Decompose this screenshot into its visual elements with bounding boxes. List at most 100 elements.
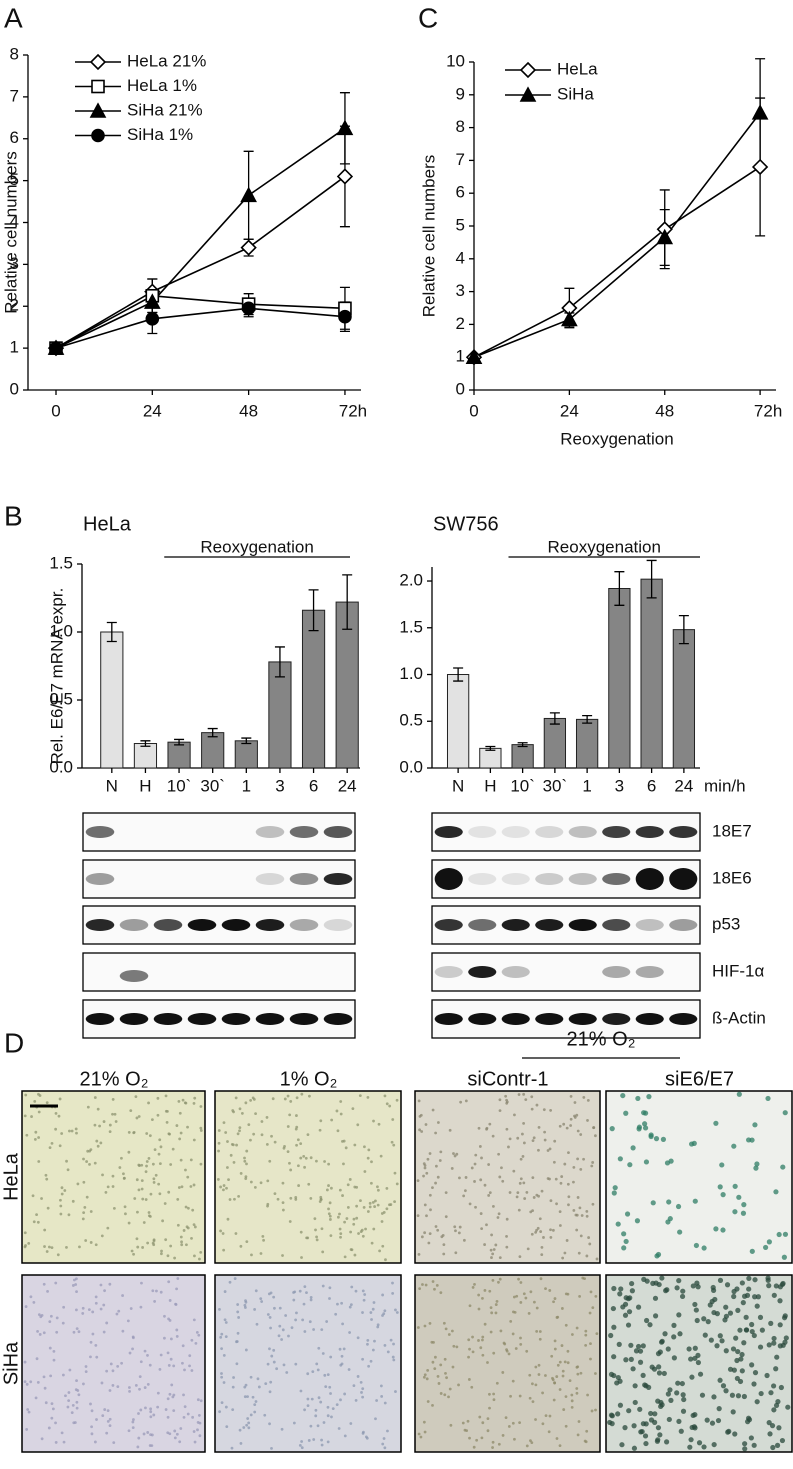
blot-band	[119, 1013, 149, 1025]
error-bar	[241, 737, 252, 745]
cell	[536, 1226, 540, 1230]
cell	[418, 1128, 422, 1132]
cell	[166, 1415, 170, 1419]
cell	[50, 1142, 54, 1145]
marker	[89, 53, 107, 71]
cell	[436, 1121, 440, 1124]
cell	[679, 1293, 686, 1300]
cell	[481, 1296, 484, 1300]
cell	[623, 1110, 629, 1116]
cell	[34, 1396, 38, 1400]
cell	[328, 1201, 332, 1205]
cell	[339, 1232, 343, 1236]
cell	[252, 1097, 256, 1101]
cell	[385, 1102, 389, 1106]
blot-band	[119, 970, 149, 982]
cell	[111, 1098, 115, 1101]
cell	[152, 1177, 156, 1181]
cell	[647, 1322, 653, 1328]
cell	[595, 1332, 599, 1336]
cell	[177, 1186, 181, 1189]
bar	[234, 740, 258, 769]
cell	[451, 1365, 455, 1369]
cell	[585, 1209, 589, 1213]
blot-band	[221, 1013, 251, 1025]
cell	[129, 1109, 133, 1113]
cell	[356, 1336, 360, 1340]
cell	[253, 1308, 257, 1311]
cell	[243, 1306, 247, 1309]
bar	[268, 661, 292, 769]
cell	[494, 1311, 498, 1315]
cell	[104, 1191, 108, 1194]
cell	[112, 1441, 116, 1445]
cell	[195, 1330, 199, 1334]
cell	[182, 1229, 186, 1232]
cell	[327, 1162, 331, 1166]
cell	[76, 1182, 80, 1186]
y-tick-label: 5	[10, 170, 19, 189]
cell	[270, 1354, 274, 1358]
cell	[537, 1373, 541, 1376]
cell	[144, 1406, 147, 1410]
cell	[681, 1396, 687, 1403]
cell	[161, 1219, 165, 1223]
cell	[516, 1191, 520, 1195]
cell	[664, 1160, 671, 1166]
cell	[766, 1342, 772, 1348]
cell	[348, 1178, 352, 1181]
error-bar	[207, 727, 218, 738]
cell	[436, 1228, 440, 1232]
cell	[778, 1384, 784, 1391]
cell	[286, 1125, 290, 1128]
cell	[74, 1127, 78, 1131]
cell	[478, 1145, 482, 1148]
cell	[394, 1308, 397, 1312]
cell	[132, 1252, 135, 1256]
cell	[301, 1318, 305, 1322]
cell	[239, 1172, 243, 1175]
cell	[495, 1381, 499, 1385]
cell	[131, 1420, 135, 1424]
y-tick-label: 1.5	[399, 617, 423, 636]
cell	[445, 1376, 448, 1380]
cell	[372, 1119, 375, 1123]
cell	[543, 1130, 547, 1134]
cell	[770, 1444, 776, 1451]
cell	[548, 1177, 551, 1181]
legend-label: SiHa	[557, 84, 594, 103]
cell	[127, 1131, 131, 1134]
cell	[511, 1332, 515, 1336]
cell	[519, 1177, 523, 1181]
cell	[573, 1101, 577, 1104]
annotation: Reoxygenation	[548, 537, 661, 556]
cell	[529, 1210, 533, 1214]
cell	[61, 1373, 65, 1377]
cell	[383, 1309, 387, 1313]
cell	[428, 1193, 432, 1197]
cell	[216, 1178, 220, 1181]
cell	[198, 1421, 202, 1425]
cell	[268, 1347, 271, 1351]
blot-band	[434, 1013, 463, 1025]
cell	[454, 1251, 458, 1255]
cell	[439, 1363, 443, 1367]
blot-band	[669, 868, 698, 890]
cell	[534, 1365, 538, 1369]
cell	[479, 1178, 483, 1182]
cell	[564, 1395, 568, 1399]
cell	[198, 1257, 201, 1261]
cell	[586, 1119, 589, 1122]
cell	[389, 1203, 393, 1206]
blot-label: HIF-1α	[712, 961, 765, 980]
cell	[339, 1235, 342, 1239]
bar	[479, 747, 502, 769]
cell	[592, 1126, 596, 1129]
cell	[199, 1105, 203, 1108]
cell	[320, 1328, 324, 1332]
cell	[54, 1441, 58, 1444]
cell	[35, 1213, 38, 1217]
cell	[82, 1180, 86, 1184]
cell	[632, 1383, 638, 1389]
cell	[584, 1343, 588, 1347]
